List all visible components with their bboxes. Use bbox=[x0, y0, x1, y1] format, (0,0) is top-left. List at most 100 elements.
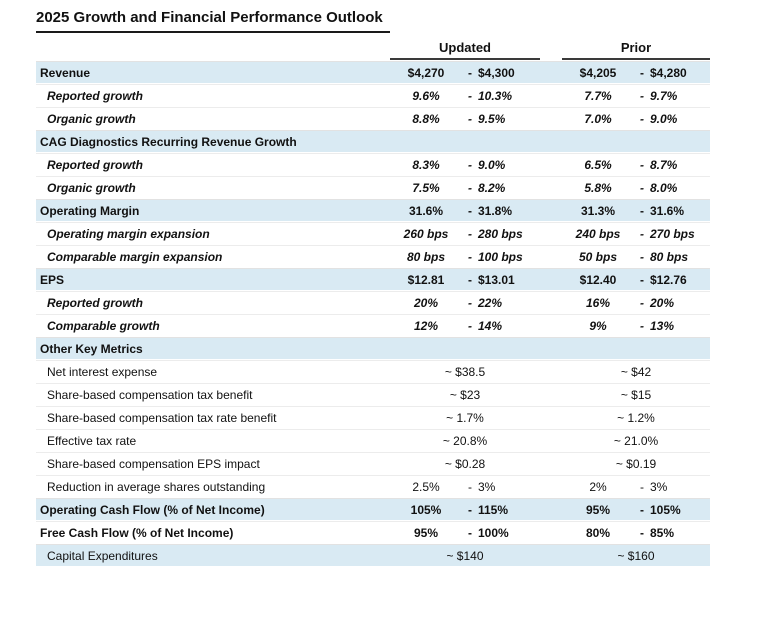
range-high: 9.7% bbox=[650, 88, 678, 103]
range-low: 50 bps bbox=[578, 249, 617, 264]
range-dash: - bbox=[640, 295, 644, 310]
range-high: 8.2% bbox=[478, 180, 506, 195]
table-row: Share-based compensation tax rate benefi… bbox=[36, 407, 710, 428]
table-row: Operating Margin 31.6% - 31.8% 31.3% - 3… bbox=[36, 200, 710, 221]
range-low: 95% bbox=[585, 502, 611, 517]
table-row: Share-based compensation tax benefit ~ $… bbox=[36, 384, 710, 405]
range-low: 8.8% bbox=[412, 111, 440, 126]
range-low: 31.3% bbox=[580, 203, 616, 218]
range-high: 8.7% bbox=[650, 157, 678, 172]
range-dash: - bbox=[468, 88, 472, 103]
range-dash: - bbox=[468, 295, 472, 310]
range-high: 115% bbox=[478, 502, 509, 517]
range-low: $12.81 bbox=[407, 272, 445, 287]
row-label: CAG Diagnostics Recurring Revenue Growth bbox=[40, 134, 297, 149]
prior-cell: 6.5% - 8.7% bbox=[562, 158, 710, 172]
updated-cell: ~ 1.7% bbox=[390, 411, 540, 425]
range-dash: - bbox=[468, 479, 472, 494]
range-high: 22% bbox=[478, 295, 503, 310]
range-low: 7.7% bbox=[584, 88, 612, 103]
range-high: 3% bbox=[478, 479, 496, 494]
single-value: ~ $23 bbox=[449, 387, 481, 402]
range-high: 10.3% bbox=[478, 88, 513, 103]
table-row: Net interest expense ~ $38.5 ~ $42 bbox=[36, 361, 710, 382]
page-title-underline: 2025 Growth and Financial Performance Ou… bbox=[36, 9, 390, 33]
prior-cell: $4,205 - $4,280 bbox=[562, 66, 710, 80]
prior-cell: ~ $0.19 bbox=[562, 457, 710, 471]
range-dash: - bbox=[640, 525, 644, 540]
range-high: $4,300 bbox=[478, 65, 515, 80]
row-label: Net interest expense bbox=[47, 364, 158, 379]
range-low: $4,270 bbox=[407, 65, 445, 80]
range-dash: - bbox=[640, 318, 644, 333]
row-label: Reported growth bbox=[47, 157, 143, 172]
prior-cell: ~ $42 bbox=[562, 365, 710, 379]
row-label: Operating Margin bbox=[40, 203, 140, 218]
updated-cell: 12% - 14% bbox=[390, 319, 540, 333]
range-high: 105% bbox=[650, 502, 681, 517]
range-low: 31.6% bbox=[408, 203, 444, 218]
range-low: 240 bps bbox=[575, 226, 621, 241]
range-dash: - bbox=[468, 502, 472, 517]
range-low: 95% bbox=[413, 525, 439, 540]
range-low: 80 bps bbox=[406, 249, 445, 264]
prior-cell: ~ $160 bbox=[562, 549, 710, 563]
column-gap bbox=[540, 40, 562, 60]
single-value: ~ $38.5 bbox=[444, 364, 486, 379]
range-dash: - bbox=[640, 180, 644, 195]
table-rows: Revenue $4,270 - $4,300 $4,205 - $4,280 … bbox=[36, 62, 710, 566]
table-row: Effective tax rate ~ 20.8% ~ 21.0% bbox=[36, 430, 710, 451]
row-label: Other Key Metrics bbox=[40, 341, 143, 356]
label-column-spacer bbox=[36, 40, 390, 60]
prior-cell: ~ $15 bbox=[562, 388, 710, 402]
range-high: 31.6% bbox=[650, 203, 685, 218]
range-low: 105% bbox=[410, 502, 442, 517]
updated-cell: ~ $140 bbox=[390, 549, 540, 563]
table-row: Comparable margin expansion 80 bps - 100… bbox=[36, 246, 710, 267]
row-label: Effective tax rate bbox=[47, 433, 137, 448]
row-label: Share-based compensation tax benefit bbox=[47, 387, 253, 402]
row-label: Reported growth bbox=[47, 295, 143, 310]
table-row: CAG Diagnostics Recurring Revenue Growth bbox=[36, 131, 710, 152]
range-dash: - bbox=[640, 88, 644, 103]
single-value: ~ $0.28 bbox=[444, 456, 486, 471]
range-dash: - bbox=[640, 226, 644, 241]
range-high: 280 bps bbox=[478, 226, 523, 241]
table-row: Revenue $4,270 - $4,300 $4,205 - $4,280 bbox=[36, 62, 710, 83]
range-dash: - bbox=[640, 479, 644, 494]
range-low: 7.0% bbox=[584, 111, 612, 126]
range-dash: - bbox=[640, 272, 644, 287]
range-dash: - bbox=[468, 65, 472, 80]
updated-cell: 80 bps - 100 bps bbox=[390, 250, 540, 264]
row-label: Reported growth bbox=[47, 88, 143, 103]
range-dash: - bbox=[468, 272, 472, 287]
row-label: Operating margin expansion bbox=[47, 226, 210, 241]
range-low: 5.8% bbox=[584, 180, 612, 195]
updated-cell: 7.5% - 8.2% bbox=[390, 181, 540, 195]
row-label: Free Cash Flow (% of Net Income) bbox=[40, 525, 234, 540]
single-value: ~ 21.0% bbox=[613, 433, 659, 448]
row-label: Comparable growth bbox=[47, 318, 160, 333]
row-label: Share-based compensation EPS impact bbox=[47, 456, 260, 471]
range-dash: - bbox=[468, 226, 472, 241]
range-low: 6.5% bbox=[584, 157, 612, 172]
prior-cell: ~ 21.0% bbox=[562, 434, 710, 448]
table-row: Reported growth 8.3% - 9.0% 6.5% - 8.7% bbox=[36, 154, 710, 175]
prior-cell: 7.7% - 9.7% bbox=[562, 89, 710, 103]
updated-cell: $12.81 - $13.01 bbox=[390, 273, 540, 287]
row-label: Comparable margin expansion bbox=[47, 249, 223, 264]
range-high: $12.76 bbox=[650, 272, 687, 287]
range-high: $13.01 bbox=[478, 272, 515, 287]
range-dash: - bbox=[640, 111, 644, 126]
row-label: Organic growth bbox=[47, 111, 136, 126]
range-low: 20% bbox=[413, 295, 439, 310]
range-dash: - bbox=[640, 502, 644, 517]
range-low: $4,205 bbox=[579, 65, 617, 80]
single-value: ~ 1.2% bbox=[617, 410, 655, 425]
range-high: 100% bbox=[478, 525, 509, 540]
range-dash: - bbox=[468, 249, 472, 264]
page-title: 2025 Growth and Financial Performance Ou… bbox=[36, 9, 383, 26]
prior-cell: ~ 1.2% bbox=[562, 411, 710, 425]
prior-cell: 16% - 20% bbox=[562, 296, 710, 310]
range-low: 12% bbox=[413, 318, 439, 333]
